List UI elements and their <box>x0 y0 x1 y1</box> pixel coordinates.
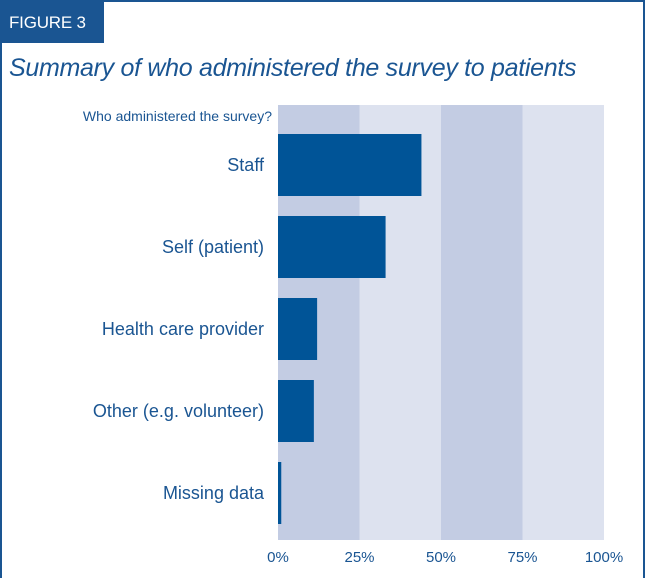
category-label-4: Missing data <box>163 483 265 503</box>
x-tick-label-2: 50% <box>426 549 456 566</box>
bar-3 <box>278 380 314 442</box>
category-label-1: Self (patient) <box>162 237 264 257</box>
bar-1 <box>278 216 386 278</box>
bar-4 <box>278 462 282 524</box>
x-tick-label-0: 0% <box>267 549 289 566</box>
frame-right-border <box>643 0 645 578</box>
figure-label: FIGURE 3 <box>0 2 104 43</box>
chart-title: Summary of who administered the survey t… <box>9 54 577 82</box>
grid-band-2 <box>441 105 523 540</box>
frame-top-border <box>0 0 645 2</box>
y-axis-label: Who administered the survey? <box>83 108 272 124</box>
bar-2 <box>278 298 318 360</box>
category-label-3: Other (e.g. volunteer) <box>93 401 264 421</box>
category-label-2: Health care provider <box>102 319 264 339</box>
x-tick-label-3: 75% <box>507 549 537 566</box>
bar-0 <box>278 134 422 196</box>
category-label-0: Staff <box>227 155 265 175</box>
grid-band-3 <box>522 105 604 540</box>
x-tick-label-4: 100% <box>585 549 623 566</box>
frame-left-border <box>0 0 2 578</box>
x-tick-label-1: 25% <box>344 549 374 566</box>
